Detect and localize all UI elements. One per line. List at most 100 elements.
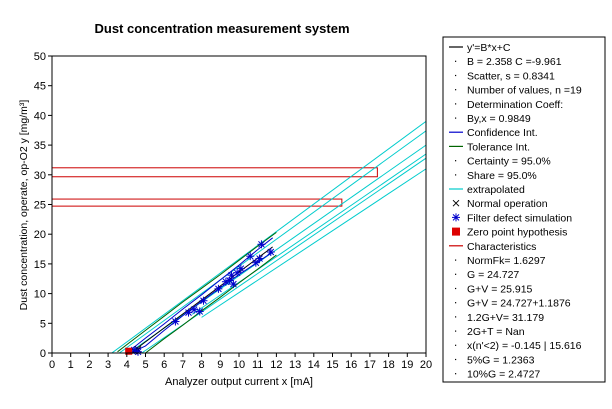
point-series2-7 [221,277,230,286]
axes: 0 1 2 3 4 5 6 7 8 9 10 11 12 13 14 15 16 17 18 19 2005101520… [34,51,432,371]
legend-label: NormFk= 1.6297 [467,255,546,267]
regression-line [130,246,273,354]
legend-label: Confidence Int. [467,127,538,139]
point-series2-17 [266,248,275,257]
legend-star-icon-d2 [452,214,460,221]
legend-item-15: Characteristics [449,241,536,253]
legend-label: B = 2.358 C =-9.961 [467,56,562,68]
legend-label: 1.2G+V= 31.179 [467,312,544,324]
legend-item-14: Zero point hypothesis [452,227,567,239]
x-tick-label-7: 7 [180,359,186,371]
x-tick-label-0: 0 [49,359,55,371]
legend-label: By,x = 0.9849 [467,113,531,125]
zero-point-marker [125,347,133,355]
point-series2-17-d2 [267,248,275,256]
legend-item-18: G+V = 25.915 [455,283,533,295]
legend-label: x(n'<2) = -0.145 | 15.616 [467,340,582,352]
legend-item-23: 5%G = 1.2363 [455,354,535,366]
legend-label: Certainty = 95.0% [467,156,551,168]
legend-item-13: Filter defect simulation [452,212,572,224]
y-tick-label-45: 45 [34,81,46,93]
point-series2-13-d2 [246,252,254,260]
legend-item-9: Certainty = 95.0% [455,156,551,168]
x-tick-label-18: 18 [382,359,394,371]
legend-item-16: NormFk= 1.6297 [455,255,546,267]
point-series2-16 [257,240,266,249]
legend-item-3: Scatter, s = 0.8341 [455,70,555,82]
characteristic-rect-2 [51,167,378,178]
legend-dot-icon [455,358,457,361]
x-tick-label-5: 5 [142,359,148,371]
y-tick-label-25: 25 [34,200,46,212]
legend-item-8: Tolerance Int. [449,141,530,153]
x-tick-label-15: 15 [326,359,338,371]
x-tick-label-14: 14 [308,359,320,371]
point-series2-10-d2 [230,280,237,288]
x-tick-label-13: 13 [289,359,301,371]
legend-item-17: G = 24.727 [455,269,519,281]
y-tick-label-0: 0 [40,348,46,360]
legend-label: G+V = 24.727+1.1876 [467,298,571,310]
legend-label: y'=B*x+C [467,42,511,54]
point-series2-13 [246,252,255,261]
point-series2-7-d2 [222,278,230,286]
legend-label: extrapolated [467,184,525,196]
chart-title: Dust concentration measurement system [94,21,349,36]
point-series2-1 [171,317,180,326]
extrapolated-line-5 [191,153,427,315]
point-series2-5-d2 [200,297,207,305]
legend-dot-icon [455,103,457,105]
legend-dot-icon [455,174,457,176]
legend-label: Normal operation [467,198,548,210]
x-tick-label-10: 10 [233,359,245,371]
x-tick-label-12: 12 [270,359,282,371]
legend-dot-icon [455,160,457,162]
legend-item-7: Confidence Int. [449,127,538,139]
legend-label: 10%G = 2.4727 [467,369,540,381]
y-tick-label-15: 15 [34,259,46,271]
legend-item-1: y'=B*x+C [449,42,511,54]
point-series2-15-d2 [256,255,263,262]
plot-content [51,120,427,356]
legend-label: Share = 95.0% [467,170,537,182]
legend-dot-icon [455,344,457,346]
legend-box [442,36,606,383]
legend-dot-icon [455,259,457,261]
point-series2-16-d2 [258,240,265,248]
legend-item-2: B = 2.358 C =-9.961 [455,56,562,68]
x-tick-label-20: 20 [420,359,432,371]
x-tick-label-3: 3 [105,359,111,371]
legend-item-21: 2G+T = Nan [455,326,525,338]
point-series2-1-d2 [172,318,179,325]
legend-dot-icon [455,287,457,290]
point-series2-19-d2 [130,346,138,354]
legend-label: Filter defect simulation [467,212,572,224]
y-tick-label-30: 30 [34,170,46,182]
x-axis-label: Analyzer output current x [mA] [165,376,313,388]
legend-item-19: G+V = 24.727+1.1876 [455,298,571,310]
point-series2-2-d2 [185,309,192,316]
y-tick-label-35: 35 [34,140,46,152]
legend-item-10: Share = 95.0% [455,170,537,182]
legend-items: y'=B*x+C B = 2.358 C =-9.961 Scatter, s = … [449,42,582,381]
point-series2-6-d2 [215,285,222,293]
legend-item-6: By,x = 0.9849 [455,113,531,125]
legend-item-4: Number of values, n =19 [455,85,582,97]
extrapolated-line-1 [111,120,427,354]
legend-label: 5%G = 1.2363 [467,354,535,366]
legend-label: 2G+T = Nan [467,326,525,338]
legend-dot-icon [455,60,457,62]
plot-frame [51,55,427,354]
point-series2-18-d2 [134,348,142,356]
tolerance-lower-line [117,254,277,354]
legend-label: Number of values, n =19 [467,85,582,97]
legend-label: Tolerance Int. [467,141,530,153]
y-tick-label-40: 40 [34,110,46,122]
legend-item-12: Normal operation [452,198,548,210]
extrapolated-line-6 [201,168,427,318]
characteristic-rect-1 [51,198,343,207]
point-series2-15 [255,254,264,263]
legend-label: Determination Coeff: [467,99,563,111]
x-tick-label-4: 4 [124,359,130,371]
